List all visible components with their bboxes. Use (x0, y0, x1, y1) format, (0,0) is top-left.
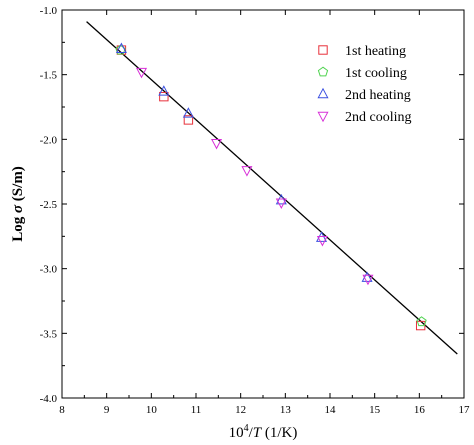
data-point (182, 107, 194, 118)
fit-line (86, 21, 458, 355)
legend-marker (317, 87, 329, 99)
legend-label: 1st cooling (345, 66, 407, 81)
y-axis-label: Log σ (S/m) (10, 166, 26, 242)
data-point (316, 236, 328, 247)
y-tick-label: -2.0 (40, 134, 58, 146)
x-tick-label: 8 (59, 404, 65, 416)
data-point (135, 67, 148, 79)
data-point (362, 274, 374, 286)
data-point (361, 271, 373, 282)
x-tick-label: 14 (325, 404, 337, 416)
y-axis-ticks: -1.0 -1.5 -2.0 -2.5 -3.0 -3.5 -4.0 (40, 5, 464, 405)
x-tick-label: 15 (369, 404, 381, 416)
legend: 1st heating 1st cooling 2nd heating 2nd coo… (317, 44, 412, 125)
y-tick-label: -3.0 (40, 264, 58, 276)
x-tick-label: 9 (104, 404, 110, 416)
x-tick-label: 11 (191, 404, 202, 416)
y-tick-label: -2.5 (40, 199, 58, 211)
data-point (416, 316, 427, 327)
data-point (275, 198, 287, 209)
legend-marker (318, 45, 328, 55)
y-tick-label: -4.0 (40, 393, 58, 405)
data-point (211, 139, 223, 150)
x-tick-label: 12 (235, 404, 246, 416)
legend-label: 2nd cooling (345, 110, 412, 125)
x-tick-label: 16 (414, 404, 426, 416)
x-tick-label: 10 (146, 404, 158, 416)
x-tick-label: 17 (459, 404, 471, 416)
legend-label: 2nd heating (345, 88, 411, 103)
data-point (115, 42, 127, 53)
legend-label: 1st heating (345, 44, 406, 59)
x-tick-label: 13 (280, 404, 292, 416)
x-axis-ticks: 8 9 10 11 12 13 14 15 16 17 (59, 10, 470, 416)
legend-marker (317, 111, 329, 123)
x-axis-label: 104/T (1/K) (229, 423, 298, 441)
data-markers (115, 42, 427, 331)
data-point (158, 85, 170, 96)
legend-marker (317, 66, 329, 77)
y-tick-label: -1.0 (40, 5, 58, 17)
data-point (159, 91, 169, 102)
y-tick-label: -1.5 (40, 70, 58, 82)
data-point (183, 115, 194, 125)
data-point (241, 166, 253, 177)
y-tick-label: -3.5 (40, 328, 58, 340)
